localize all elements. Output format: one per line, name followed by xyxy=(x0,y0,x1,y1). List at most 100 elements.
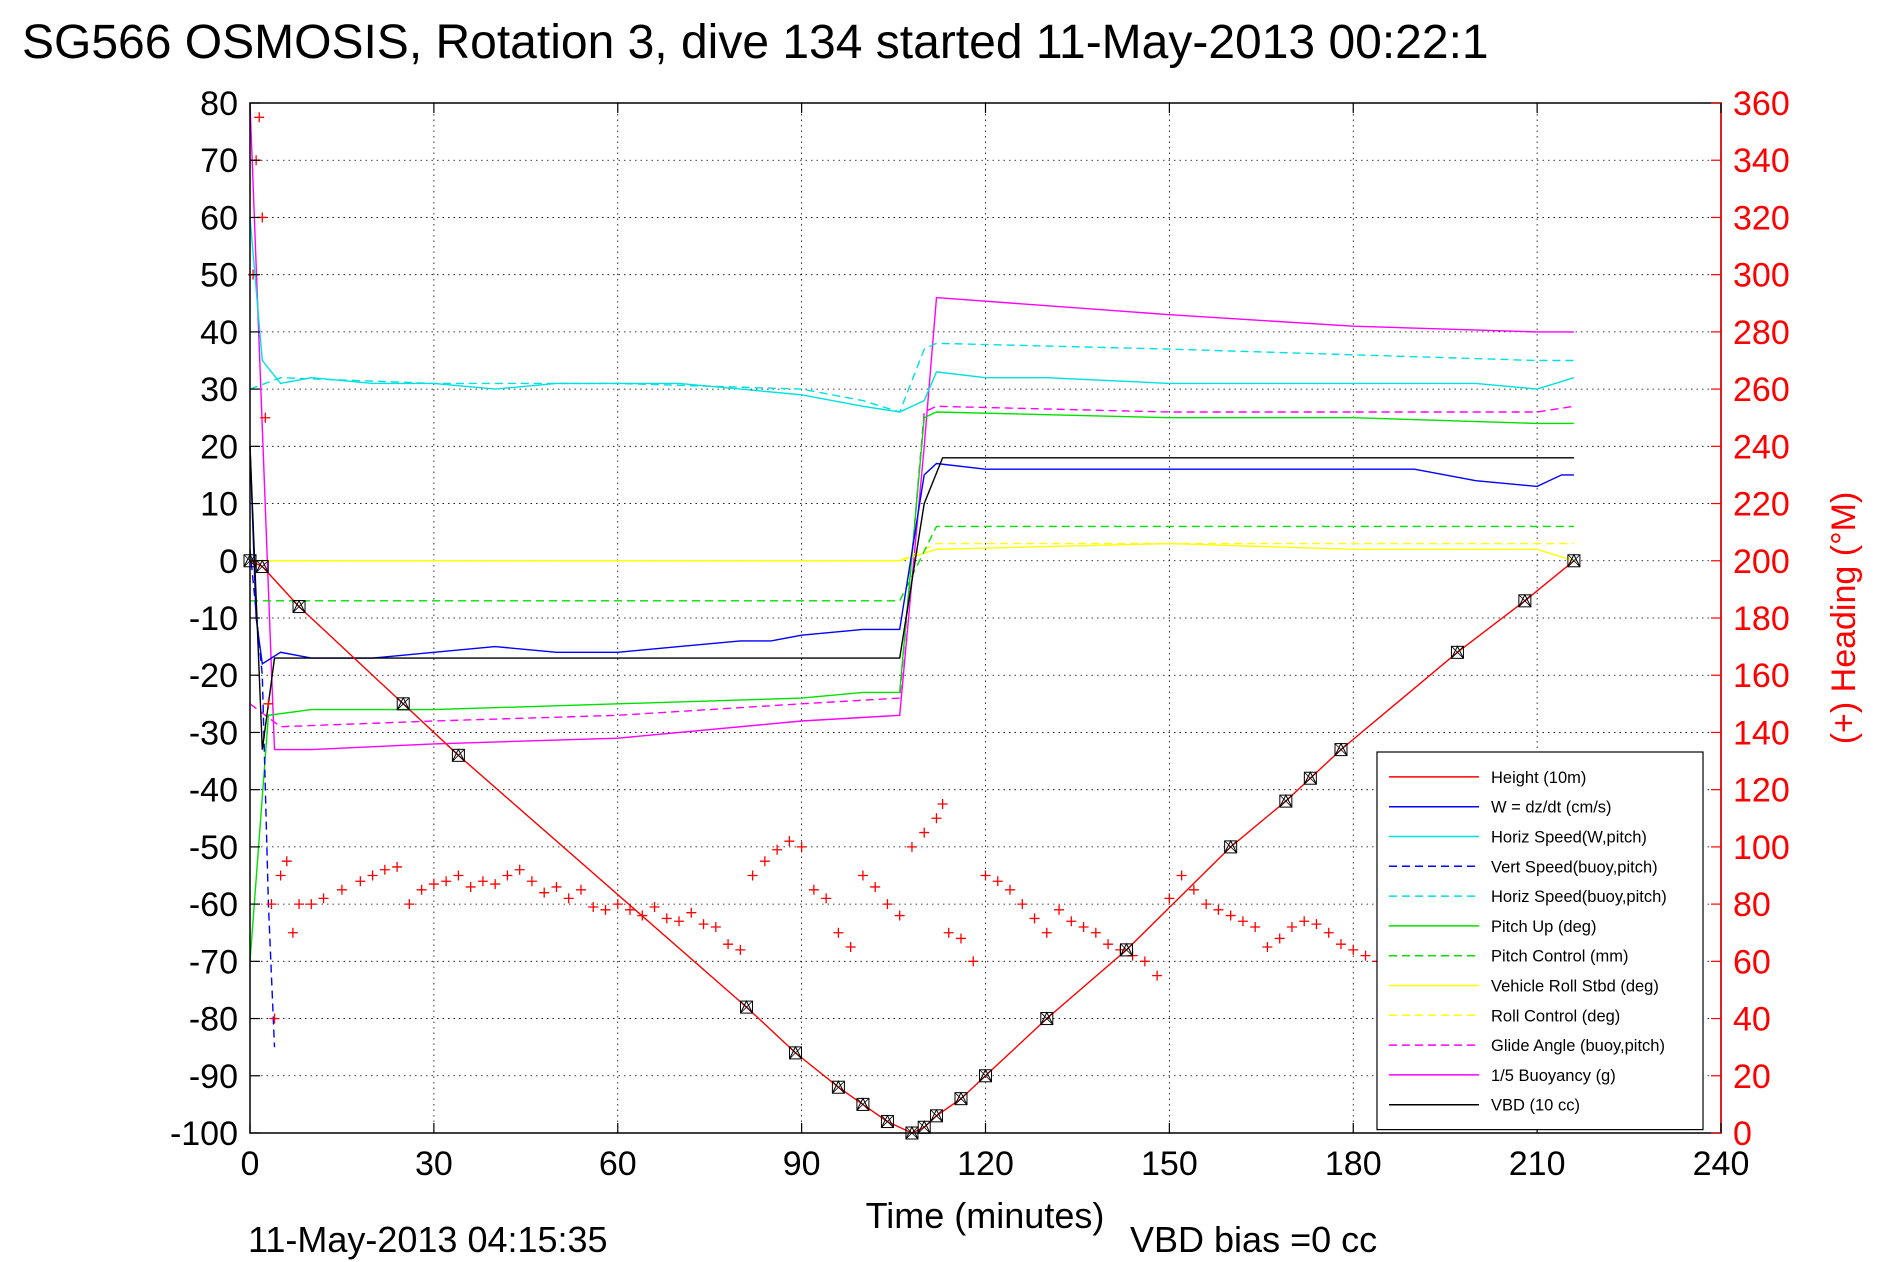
height-marker xyxy=(1224,839,1238,854)
y-tick-label: 60 xyxy=(200,199,238,237)
heading-point xyxy=(1005,884,1016,895)
heading-point xyxy=(379,864,390,875)
legend-box xyxy=(1376,751,1704,1131)
heading-point xyxy=(260,412,271,423)
heading-point xyxy=(404,899,415,910)
height-marker xyxy=(788,1045,802,1060)
heading-point xyxy=(539,887,550,898)
heading-point xyxy=(784,836,795,847)
chart-title: SG566 OSMOSIS, Rotation 3, dive 134 star… xyxy=(22,16,1489,69)
heading-point xyxy=(1323,927,1334,938)
heading-point xyxy=(526,876,537,887)
legend-item: Horiz Speed(W,pitch) xyxy=(1389,829,1647,847)
y-tick-label: 80 xyxy=(200,85,238,123)
heading-point xyxy=(845,942,856,953)
x-tick-label: 150 xyxy=(1141,1145,1198,1183)
heading-point xyxy=(269,1013,280,1024)
heading-point xyxy=(1237,916,1248,927)
heading-point xyxy=(870,881,881,892)
height-marker xyxy=(739,999,753,1014)
heading-point xyxy=(266,899,277,910)
series-line-vbd-10-cc- xyxy=(249,446,1574,750)
heading-point xyxy=(821,893,832,904)
legend-item: Roll Control (deg) xyxy=(1389,1007,1620,1025)
heading-point xyxy=(735,944,746,955)
y-tick-label: -100 xyxy=(170,1115,238,1153)
heading-point xyxy=(808,884,819,895)
heading-point xyxy=(477,876,488,887)
heading-point xyxy=(465,881,476,892)
heading-point xyxy=(367,870,378,881)
legend-item: Horiz Speed(buoy,pitch) xyxy=(1389,888,1667,906)
y-tick-label: 30 xyxy=(200,371,238,409)
x-tick-label: 30 xyxy=(415,1145,453,1183)
legend-item: Vehicle Roll Stbd (deg) xyxy=(1389,978,1659,996)
height-marker xyxy=(1450,645,1464,659)
height-marker xyxy=(979,1068,992,1083)
heading-point xyxy=(254,112,265,123)
heading-point xyxy=(441,876,452,887)
legend-label: Horiz Speed(buoy,pitch) xyxy=(1491,888,1667,906)
heading-point xyxy=(686,907,697,918)
heading-point xyxy=(625,904,636,915)
series-line-pitch-control-mm- xyxy=(250,525,1574,602)
x-tick-label: 210 xyxy=(1509,1145,1566,1183)
legend-label: Vehicle Roll Stbd (deg) xyxy=(1491,978,1659,996)
heading-point xyxy=(1139,956,1150,967)
legend: Height (10m) W = dz/dt (cm/s) Horiz Speed(… xyxy=(1376,751,1704,1131)
y2-tick-label: 280 xyxy=(1733,314,1790,352)
legend-label: VBD (10 cc) xyxy=(1491,1097,1580,1115)
heading-point xyxy=(355,876,366,887)
heading-point xyxy=(1152,970,1163,981)
height-marker xyxy=(396,696,410,711)
heading-point xyxy=(772,844,783,855)
y-tick-label: -40 xyxy=(189,772,238,810)
heading-point xyxy=(453,870,464,881)
series-line-horiz-speed-w-pitch- xyxy=(249,217,1575,413)
heading-point xyxy=(287,927,298,938)
legend-label: Horiz Speed(W,pitch) xyxy=(1491,829,1647,847)
height-marker xyxy=(1518,593,1532,608)
heading-point xyxy=(1360,950,1371,961)
heading-point xyxy=(857,870,868,881)
heading-point xyxy=(1017,899,1028,910)
heading-point xyxy=(428,879,439,890)
heading-point xyxy=(1262,942,1273,953)
heading-point xyxy=(943,927,954,938)
heading-point xyxy=(336,884,347,895)
x-axis-ticks: 0 30 60 90 120 150 180 210 240 xyxy=(241,103,1749,1183)
heading-point xyxy=(318,893,329,904)
legend-item: Pitch Up (deg) xyxy=(1389,918,1596,936)
y-tick-label: 70 xyxy=(200,142,238,180)
height-marker xyxy=(929,1108,943,1123)
y-tick-label: -50 xyxy=(189,829,238,867)
height-marker xyxy=(831,1080,845,1094)
heading-point xyxy=(575,884,586,895)
heading-point xyxy=(649,901,660,912)
heading-point xyxy=(723,939,734,950)
legend-item: Height (10m) xyxy=(1389,769,1586,787)
height-marker xyxy=(856,1097,870,1111)
heading-point xyxy=(980,870,991,881)
legend-label: Roll Control (deg) xyxy=(1491,1007,1620,1025)
height-marker xyxy=(954,1091,968,1106)
y2-tick-label: 20 xyxy=(1733,1058,1771,1096)
height-markers xyxy=(243,553,1581,1140)
heading-point xyxy=(919,827,930,838)
heading-point xyxy=(306,899,317,910)
heading-point xyxy=(600,904,611,915)
height-marker xyxy=(451,748,465,762)
height-marker xyxy=(292,599,306,614)
heading-point xyxy=(992,876,1003,887)
legend-label: Height (10m) xyxy=(1491,769,1586,787)
height-marker xyxy=(880,1114,894,1129)
heading-point xyxy=(490,879,501,890)
heading-point xyxy=(674,916,685,927)
heading-point xyxy=(275,870,286,881)
heading-point xyxy=(1066,916,1077,927)
heading-point xyxy=(698,919,709,930)
x-tick-label: 120 xyxy=(957,1145,1014,1183)
x-axis-label: Time (minutes) xyxy=(866,1195,1105,1236)
y-tick-label: -70 xyxy=(189,943,238,981)
y2-axis-label: (+) Heading (°M) xyxy=(1825,492,1863,745)
